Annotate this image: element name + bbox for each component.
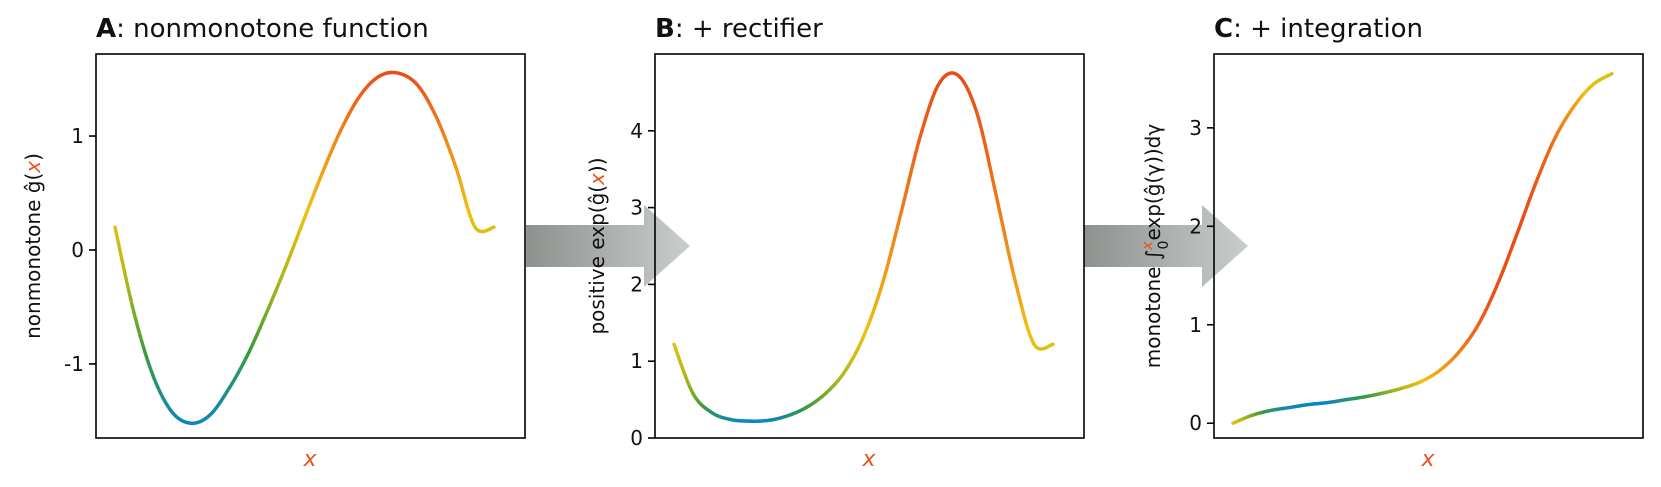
panel-a-ytick-label: 0: [71, 238, 84, 262]
panel-c-curve-segments: [1231, 71, 1614, 425]
panel-b-ytick-label: 3: [630, 196, 643, 220]
panel-a-ytick-label: -1: [64, 352, 84, 376]
panel-b-title: B: + rectifier: [655, 14, 823, 44]
panel-a-ytick-label: 1: [71, 124, 84, 148]
panel-a-yticks: -1 0 1: [64, 124, 96, 376]
panel-b-curve-segments: [672, 71, 1055, 423]
panel-c-ytick-label: 3: [1189, 116, 1202, 140]
panel-b-title-text: : + rectifier: [675, 14, 823, 44]
panel-c-ylabel: monotone ∫x0exp(ĝ(γ))dγ: [1140, 124, 1172, 369]
panel-a-title: A: nonmonotone function: [96, 14, 429, 44]
panel-a-title-text: : nonmonotone function: [116, 14, 429, 44]
panel-c-ylabel-lower: 0: [1156, 241, 1172, 250]
panel-c-yticks: 0 1 2 3: [1189, 116, 1214, 435]
panel-c-ytick-label: 0: [1189, 411, 1202, 435]
panel-a-xlabel: x: [302, 447, 317, 472]
panel-c-ylabel-prefix: monotone ∫: [1141, 250, 1165, 368]
panel-c-title-letter: C: [1214, 14, 1233, 44]
panel-c-axes-frame: [1213, 53, 1644, 439]
panel-b-title-letter: B: [655, 14, 675, 44]
panel-a-title-letter: A: [96, 14, 116, 44]
panel-b-yticks: 0 1 2 3 4: [630, 119, 655, 450]
panel-b-xlabel: x: [861, 447, 876, 472]
panel-a-axes-frame: [95, 53, 526, 439]
panel-b-ytick-label: 0: [630, 426, 643, 450]
panel-b-ytick-label: 1: [630, 349, 643, 373]
svg-text:monotone ∫x0exp(ĝ(γ))dγ: monotone ∫x0exp(ĝ(γ))dγ: [1140, 124, 1172, 369]
panel-c-ytick-label: 2: [1189, 214, 1202, 238]
panel-a: A: nonmonotone function -1 0 1 nonmonotone…: [21, 14, 526, 472]
panel-c-title: C: + integration: [1214, 14, 1423, 44]
panel-b-ytick-label: 2: [630, 272, 643, 296]
arrow-a-to-b: [526, 205, 690, 287]
panel-a-ylabel: nonmonotone ĝ(x): [21, 153, 45, 339]
panel-b-axes-frame: [654, 53, 1085, 439]
panel-c-ylabel-suffix: exp(ĝ(γ))dγ: [1141, 124, 1165, 241]
panel-a-curve-segments: [113, 70, 496, 425]
panel-c-title-text: : + integration: [1233, 14, 1423, 44]
panel-b-ytick-label: 4: [630, 119, 643, 143]
panel-c-xlabel: x: [1420, 447, 1435, 472]
arrow-b-to-c: [1084, 205, 1248, 287]
panel-c-ytick-label: 1: [1189, 313, 1202, 337]
panel-c-ylabel-upper: x: [1140, 241, 1156, 251]
panel-b-ylabel: positive exp(ĝ(x)): [585, 157, 609, 334]
